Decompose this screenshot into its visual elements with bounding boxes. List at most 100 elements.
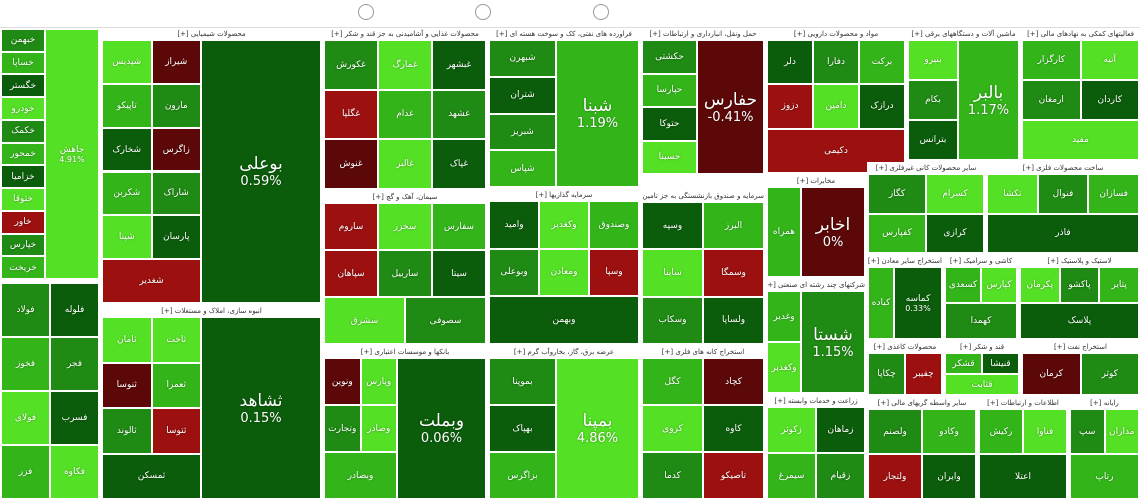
tile[interactable]: ولتجار (868, 454, 922, 499)
tile[interactable]: وسپه (642, 202, 703, 250)
tile[interactable]: چفیبر (905, 353, 942, 395)
tile[interactable]: وکغدیر (767, 342, 801, 393)
tile[interactable]: وسپا (589, 248, 639, 297)
tile[interactable]: کماسه 0.33% (894, 267, 942, 339)
tile[interactable]: وصندوق (589, 201, 639, 249)
tile[interactable]: تکشا (987, 174, 1038, 214)
tile[interactable]: سپاهان (324, 250, 378, 297)
tile[interactable]: شیراز (151, 40, 201, 84)
tile[interactable]: چکاپا (868, 353, 905, 395)
tile[interactable]: غشهد (432, 89, 486, 140)
tile[interactable]: دلر (767, 40, 813, 85)
tile[interactable]: خریخت (1, 256, 45, 279)
tile[interactable]: کرمان (1022, 353, 1081, 395)
tile[interactable]: زقیام (816, 453, 865, 499)
sector-title[interactable]: سایر محصولات کانی غیرفلزی [+] (875, 164, 977, 172)
tile[interactable]: ثتوسا (151, 408, 201, 454)
tile[interactable]: فزر (1, 445, 50, 499)
tile[interactable]: سخزر (378, 203, 432, 250)
tile[interactable]: زکوثر (767, 407, 816, 453)
tile[interactable]: دزوز (767, 84, 813, 129)
tile[interactable]: خودرو (1, 97, 45, 120)
tile[interactable]: حسینا (642, 140, 697, 174)
tile[interactable]: وسکاب (642, 296, 703, 344)
tile[interactable]: بهپاک (489, 405, 556, 452)
tile[interactable]: شپاس (489, 150, 556, 187)
tile[interactable]: خساپا (1, 51, 45, 75)
sector-title[interactable]: مخابرات [+] (796, 177, 836, 185)
tile[interactable]: فکاوه (50, 445, 99, 499)
tile[interactable]: وبهمن (489, 296, 639, 344)
tile[interactable]: شبهرن (489, 40, 556, 77)
sector-title[interactable]: سرمایه و صندوق بازنشستگی به جز تامین [+] (642, 192, 764, 200)
tile[interactable]: بوعلی 0.59% (201, 40, 321, 303)
tile[interactable]: سشرق (324, 297, 405, 344)
tile[interactable]: کسعدی (945, 267, 981, 303)
tile[interactable]: رتاپ (1070, 454, 1139, 499)
toolbar-icon[interactable] (593, 4, 609, 20)
tile[interactable]: حکشتی (642, 40, 697, 74)
tile[interactable]: کوثر (1080, 353, 1139, 395)
tile[interactable]: اخابر 0% (801, 187, 865, 277)
sector-title[interactable]: لاستیک و پلاستیک [+] (1047, 257, 1112, 265)
tile[interactable]: بکام (908, 80, 958, 120)
tile[interactable]: ثامان (102, 317, 152, 363)
tile[interactable]: ولصنم (868, 409, 922, 454)
sector-title[interactable]: قند و شکر [+] (959, 343, 1005, 351)
sector-title[interactable]: استخراج کانه های فلزی [+] (661, 348, 745, 356)
tile[interactable]: شغدیر (102, 259, 201, 303)
sector-title[interactable]: فعالیتهای کمکی به نهادهای مالی [+] (1027, 30, 1134, 38)
tile[interactable]: کپارس (981, 267, 1017, 303)
tile[interactable]: کچاد (703, 358, 764, 405)
tile[interactable]: برکت (859, 40, 905, 85)
tile[interactable]: قنیشا (982, 353, 1019, 374)
tile[interactable]: کدما (642, 452, 703, 499)
sector-title[interactable]: رایانه [+] (1090, 399, 1119, 407)
toolbar-icon[interactable] (358, 4, 374, 20)
tile[interactable]: پلاسک (1020, 303, 1139, 339)
tile[interactable]: بموپنا (489, 358, 556, 405)
tile[interactable]: ساینا (642, 249, 703, 297)
toolbar-icon[interactable] (475, 4, 491, 20)
sector-title[interactable]: سیمان، آهک و گچ [+] (372, 193, 438, 201)
tile[interactable]: غکورش (324, 40, 378, 90)
tile[interactable]: فجر (50, 337, 99, 391)
tile[interactable]: وبوعلی (489, 248, 539, 297)
tile[interactable]: کباده (868, 267, 894, 339)
sector-title[interactable]: عرضه برق، گاز، بخاروآب گرم [+] (513, 348, 615, 356)
tile[interactable]: خبهمن (1, 29, 45, 52)
tile[interactable]: رکیش (979, 409, 1023, 454)
sector-title[interactable]: محصولات غذایی و آشامیدنی به جز قند و شکر… (331, 30, 479, 38)
sector-title[interactable]: حمل ونقل، انبارداری و ارتباطات [+] (649, 30, 757, 38)
tile[interactable]: وکغدیر (539, 201, 589, 249)
tile[interactable]: خکمک (1, 119, 45, 143)
tile[interactable]: خاور (1, 210, 45, 234)
sector-title[interactable]: سرمایه گذاریها [+] (535, 191, 593, 199)
sector-title[interactable]: محصولات کاغذی [+] (873, 343, 937, 351)
tile[interactable]: ختوقا (1, 188, 45, 211)
tile[interactable]: کاردان (1080, 80, 1139, 120)
tile[interactable]: غگلپا (324, 89, 378, 140)
tile[interactable]: وایران (922, 454, 976, 499)
tile[interactable]: دکیمی (767, 128, 905, 173)
tile[interactable]: سصوفی (405, 297, 486, 344)
tile[interactable]: بالبر 1.17% (958, 40, 1019, 160)
tile[interactable]: فولاد (1, 283, 50, 337)
tile[interactable]: ولساپا (703, 296, 764, 344)
tile[interactable]: غدام (378, 89, 432, 140)
tile[interactable]: بنیرو (908, 40, 958, 80)
tile[interactable]: جاهش 4.91% (45, 29, 99, 279)
tile[interactable]: ونوین (324, 358, 361, 405)
tile[interactable]: وصادر (360, 405, 397, 452)
tile[interactable]: ثالوند (102, 408, 152, 454)
tile[interactable]: شبریز (489, 113, 556, 151)
tile[interactable]: زماهان (816, 407, 865, 453)
tile[interactable]: اعتلا (979, 454, 1067, 499)
tile[interactable]: بزاگرس (489, 452, 556, 499)
tile[interactable]: سیتا (432, 250, 486, 297)
tile[interactable]: فلوله (50, 283, 99, 337)
tile[interactable]: غبشهر (432, 40, 486, 90)
tile[interactable]: غمارگ (378, 40, 432, 90)
sector-title[interactable]: سایر واسطه گریهای مالی [+] (877, 399, 967, 407)
tile[interactable]: دفارا (813, 40, 859, 85)
